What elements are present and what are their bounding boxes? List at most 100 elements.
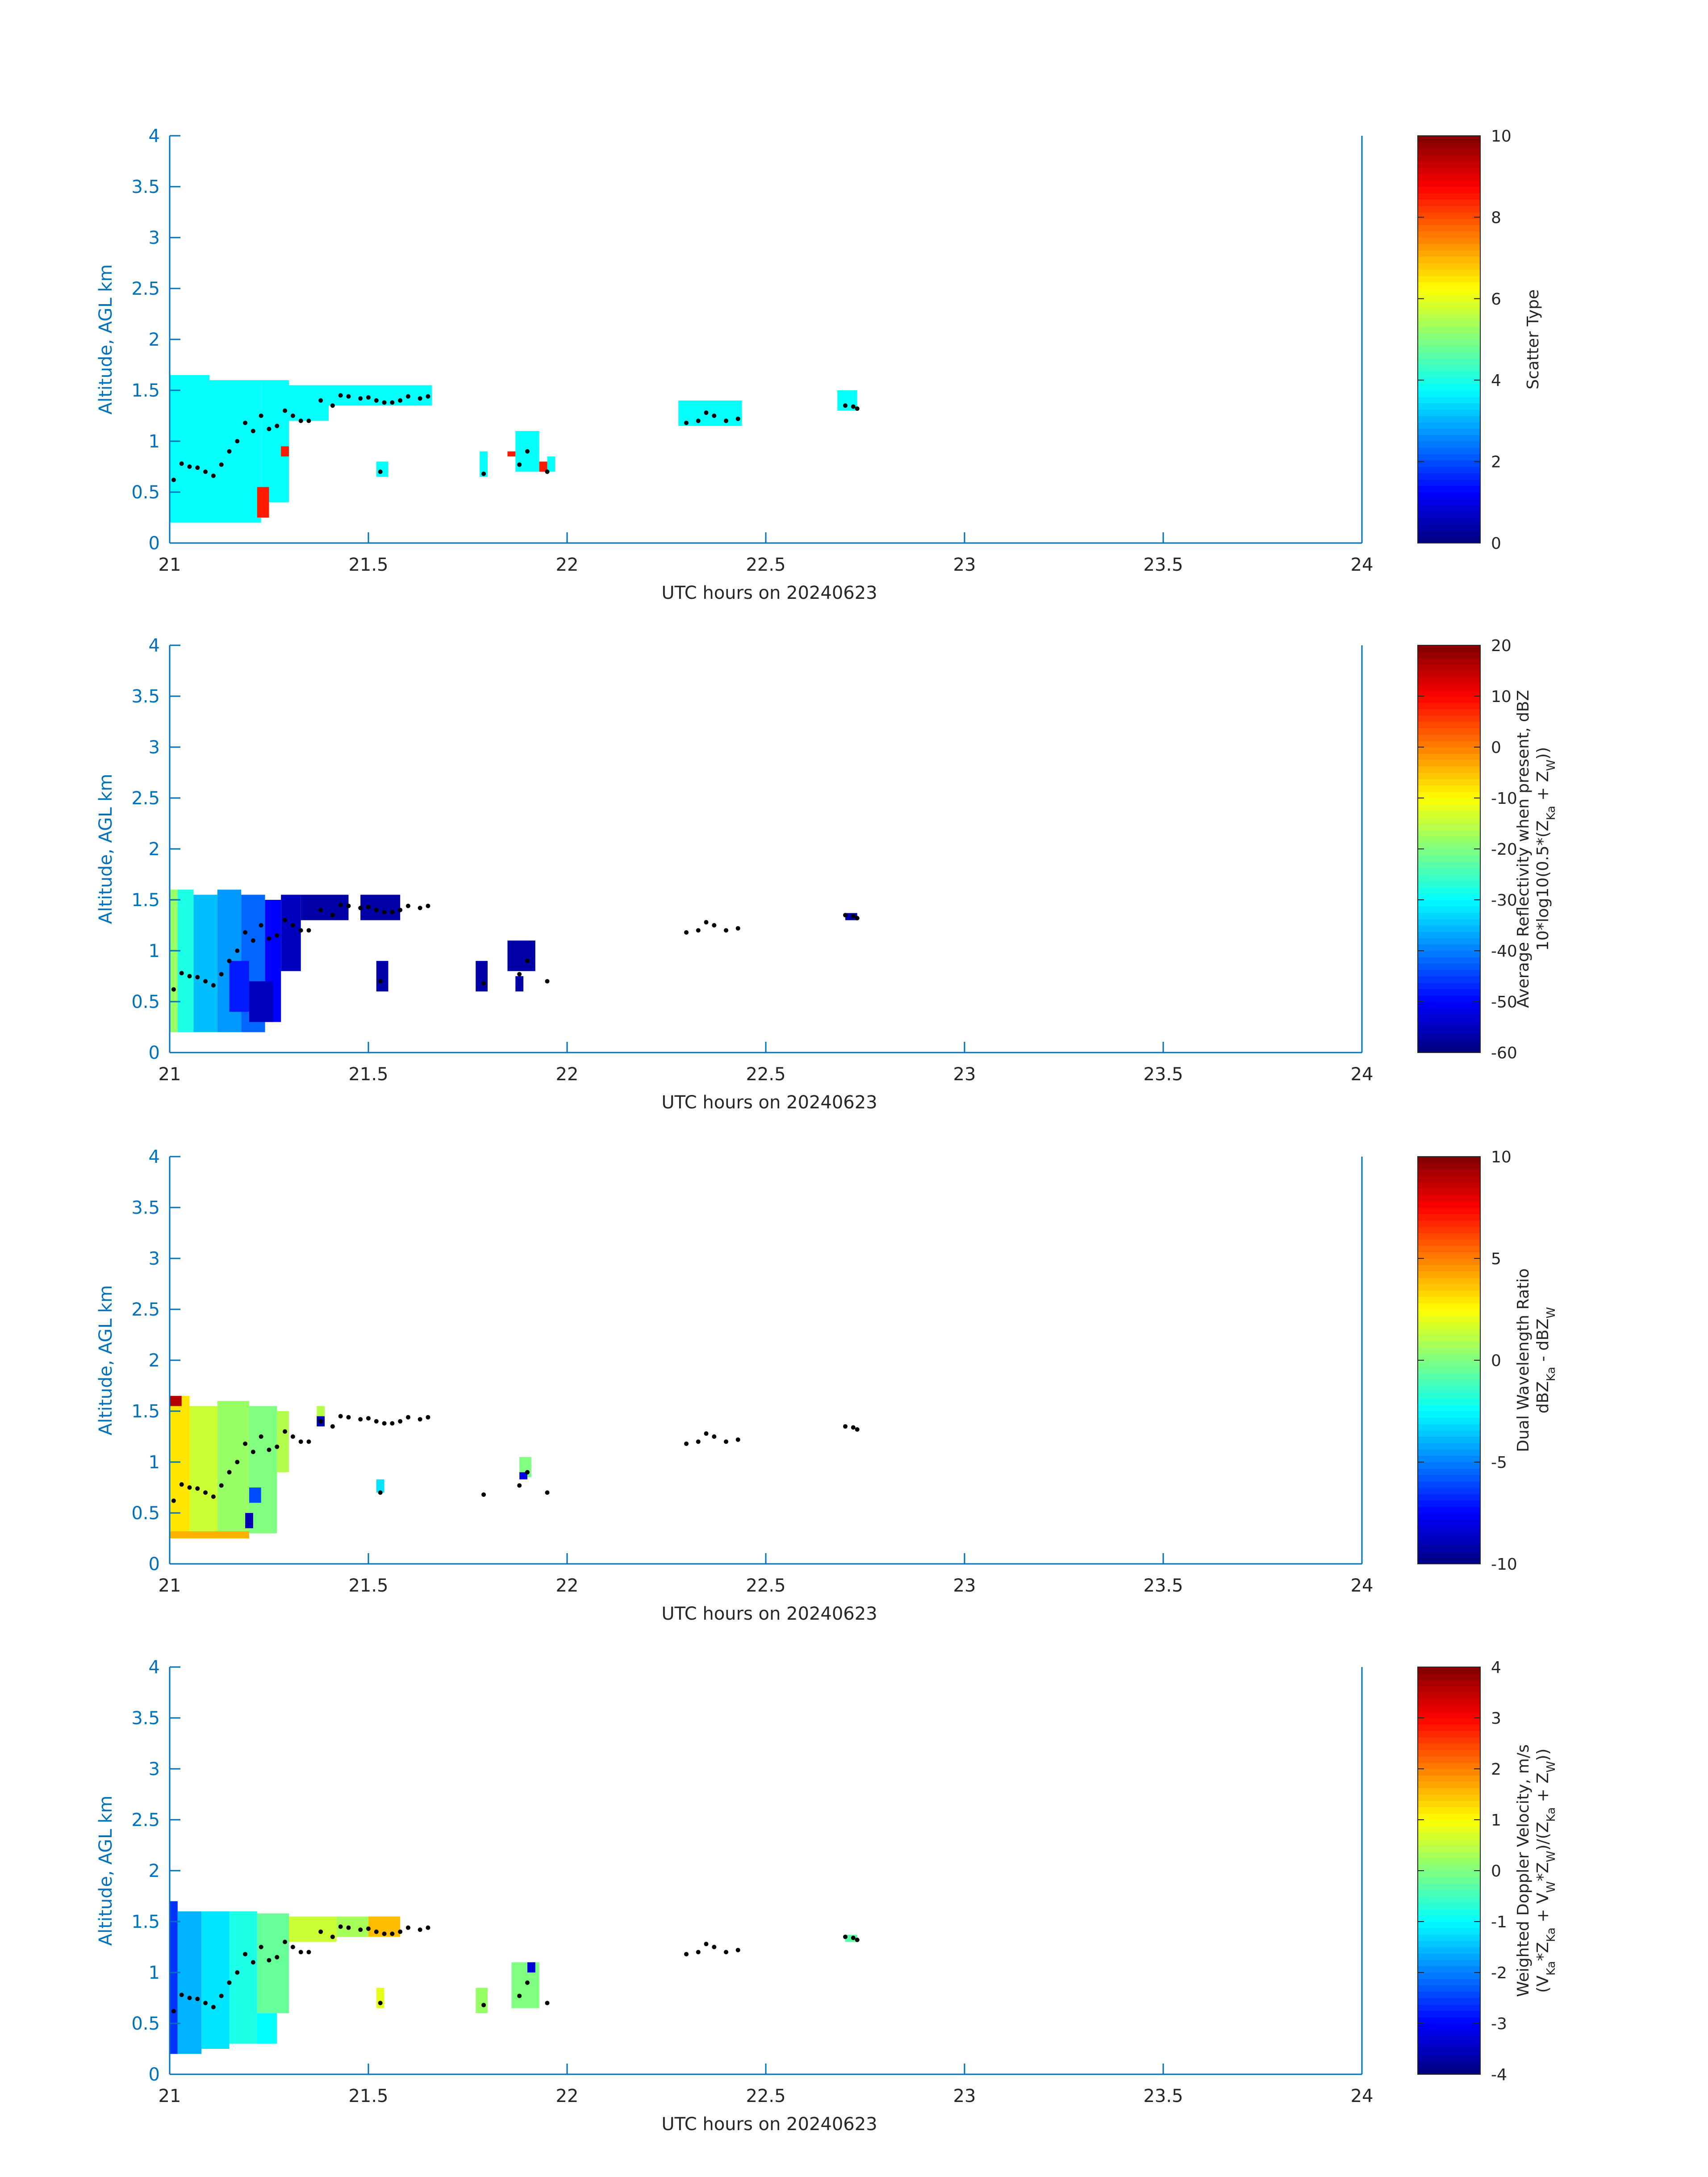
colorbar-swatch [1418, 333, 1480, 340]
colorbar-swatch [1418, 1851, 1480, 1859]
colorbar-swatch [1418, 1826, 1480, 1833]
colorbar-swatch [1418, 766, 1480, 773]
colorbar-swatch [1418, 1322, 1480, 1329]
colorbar-swatch [1418, 238, 1480, 244]
cloud-top-marker [843, 1424, 848, 1429]
y-tick-label: 2.5 [131, 1810, 160, 1830]
colorbar-swatch [1418, 1960, 1480, 1967]
colorbar-swatch [1418, 1046, 1480, 1053]
cloud-top-marker [525, 449, 530, 454]
colorbar-swatch [1418, 1985, 1480, 1992]
colorbar-swatch [1418, 492, 1480, 499]
colorbar-swatch [1418, 1163, 1480, 1170]
cloud-top-marker [398, 1929, 403, 1934]
cloud-top-marker [171, 987, 176, 992]
x-tick-label: 21 [159, 1575, 181, 1596]
cloud-top-marker [346, 1925, 351, 1930]
colorbar-tick-label: 0 [1491, 1352, 1501, 1370]
cloud-top-marker [243, 1441, 248, 1446]
colorbar-swatch [1418, 811, 1480, 818]
colorbar-swatch [1418, 479, 1480, 486]
colorbar-swatch [1418, 1545, 1480, 1552]
heatmap-cell [476, 961, 488, 992]
cloud-top-marker [851, 914, 856, 919]
cloud-top-marker [684, 1441, 689, 1446]
cloud-top-marker [696, 1950, 701, 1955]
cloud-top-marker [390, 1421, 395, 1426]
colorbar-swatch [1418, 441, 1480, 448]
colorbar-swatch [1418, 709, 1480, 716]
colorbar-swatch [1418, 1373, 1480, 1380]
cloud-top-marker [275, 423, 280, 428]
cloud-top-marker [318, 907, 323, 912]
colorbar-swatch [1418, 1730, 1480, 1738]
y-tick-label: 3.5 [131, 686, 160, 707]
heatmap-cell [193, 894, 217, 1032]
colorbar-swatch [1418, 524, 1480, 531]
cloud-top-marker [179, 971, 184, 976]
colorbar-swatch [1418, 530, 1480, 537]
x-tick-label: 23.5 [1143, 1064, 1183, 1085]
colorbar-swatch [1418, 1437, 1480, 1443]
colorbar-swatch [1418, 747, 1480, 754]
x-tick-label: 22 [556, 2086, 579, 2106]
heatmap-cell [281, 894, 301, 971]
cloud-top-marker [382, 1931, 387, 1936]
cloud-top-marker [398, 398, 403, 403]
colorbar-swatch [1418, 218, 1480, 226]
colorbar-swatch [1418, 1296, 1480, 1304]
cloud-top-marker [251, 1960, 255, 1965]
cloud-top-marker [426, 903, 430, 908]
colorbar-swatch [1418, 976, 1480, 983]
colorbar-swatch [1418, 295, 1480, 302]
cloud-top-marker [426, 1925, 430, 1930]
y-tick-label: 1.5 [131, 380, 160, 401]
colorbar-swatch [1418, 320, 1480, 327]
colorbar-swatch [1418, 225, 1480, 232]
cloud-top-marker [358, 396, 363, 401]
cloud-top-marker [374, 398, 379, 403]
cloud-top-marker [346, 394, 351, 399]
colorbar-swatch [1418, 1813, 1480, 1820]
colorbar-swatch [1418, 263, 1480, 270]
colorbar-swatch [1418, 1711, 1480, 1718]
cloud-top-marker [418, 906, 422, 911]
colorbar-tick-label: -4 [1491, 2066, 1507, 2084]
cloud-top-marker [481, 1492, 486, 1497]
heatmap-cell [170, 1531, 249, 1538]
x-tick-label: 22.5 [746, 555, 785, 575]
cloud-top-marker [406, 1925, 410, 1930]
cloud-top-marker [203, 1490, 208, 1495]
cloud-top-marker [330, 1935, 335, 1939]
y-tick-label: 3 [149, 228, 160, 248]
colorbar-swatch [1418, 1896, 1480, 1903]
cloud-top-marker [346, 903, 351, 908]
cloud-top-marker [855, 1427, 860, 1432]
cloud-top-marker [684, 420, 689, 425]
x-tick-label: 21 [159, 1064, 181, 1085]
colorbar-swatch [1418, 1277, 1480, 1284]
x-tick-label: 22 [556, 1064, 579, 1085]
heatmap-cell [229, 1911, 257, 2044]
cloud-top-marker [398, 1419, 403, 1424]
y-tick-label: 2 [149, 1350, 160, 1371]
colorbar-swatch [1418, 1871, 1480, 1877]
cloud-top-marker [382, 400, 387, 405]
colorbar-swatch [1418, 1271, 1480, 1278]
cloud-top-marker [390, 400, 395, 405]
colorbar-swatch [1418, 416, 1480, 422]
cloud-top-marker [227, 449, 232, 454]
y-axis-label: Altitude, AGL km [96, 774, 116, 924]
colorbar-swatch [1418, 1940, 1480, 1947]
cloud-top-marker [251, 938, 255, 943]
heatmap-cell [249, 1406, 277, 1534]
colorbar-swatch [1418, 1966, 1480, 1973]
colorbar-swatch [1418, 1208, 1480, 1214]
colorbar-swatch [1418, 791, 1480, 798]
colorbar-swatch [1418, 1519, 1480, 1526]
colorbar-swatch [1418, 849, 1480, 856]
x-tick-label: 22.5 [746, 2086, 785, 2106]
colorbar-swatch [1418, 142, 1480, 149]
colorbar-swatch [1418, 1922, 1480, 1928]
